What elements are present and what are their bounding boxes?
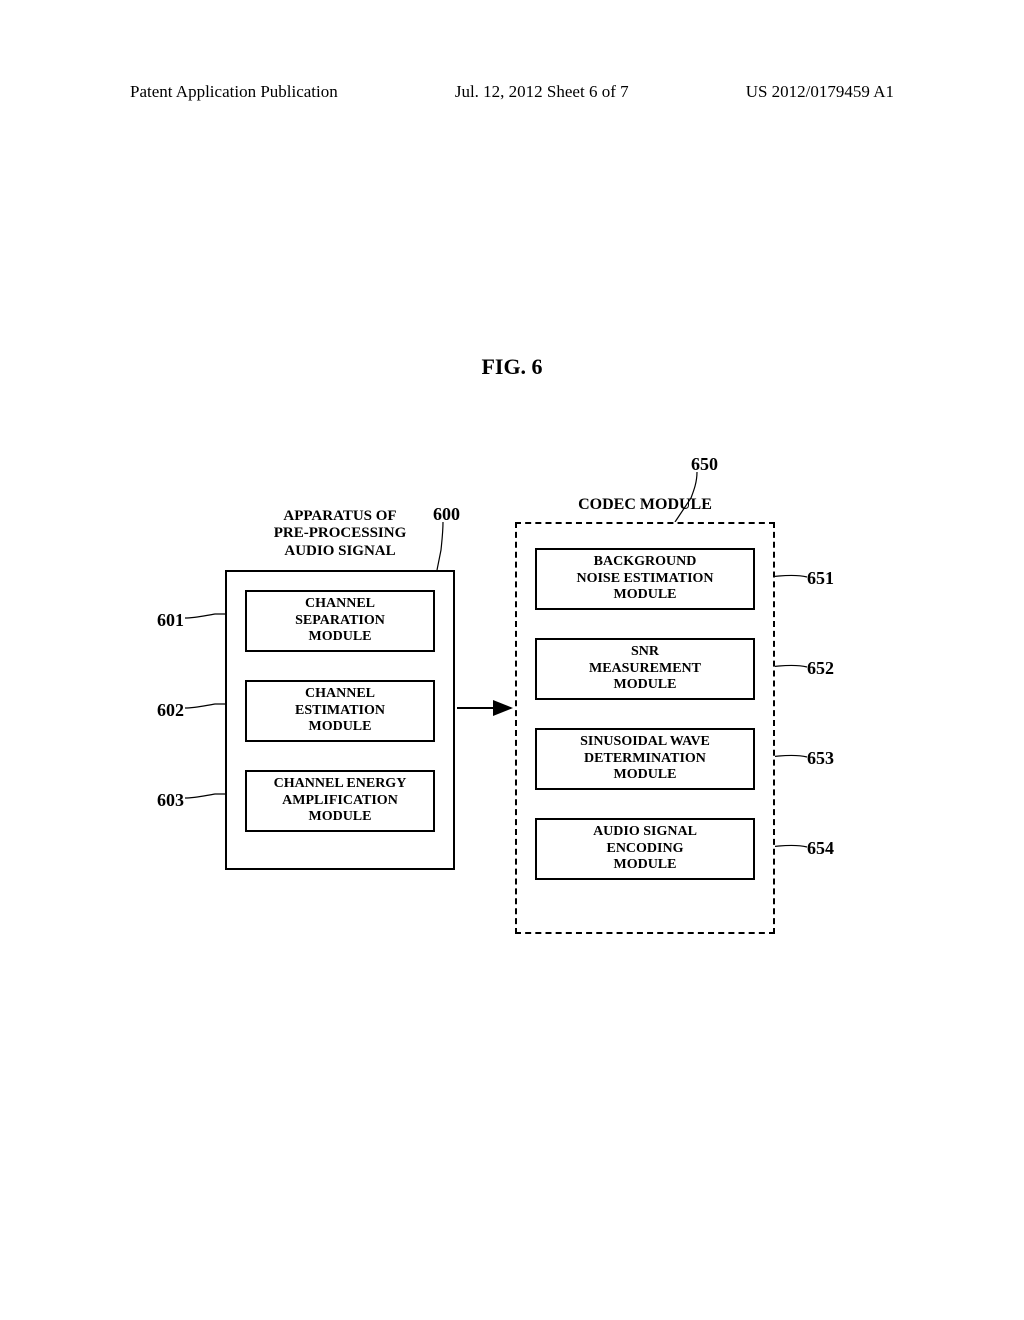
ref-653: 653 [807, 748, 834, 769]
ref-600: 600 [433, 504, 460, 525]
ref-650: 650 [691, 454, 718, 475]
module-snr-measurement: SNRMEASUREMENTMODULE [535, 638, 755, 700]
codec-title: CODEC MODULE [545, 496, 745, 514]
ref-601: 601 [157, 610, 184, 631]
header-left: Patent Application Publication [130, 82, 338, 102]
module-channel-energy-amplification: CHANNEL ENERGYAMPLIFICATIONMODULE [245, 770, 435, 832]
ref-651: 651 [807, 568, 834, 589]
module-background-noise-estimation: BACKGROUNDNOISE ESTIMATIONMODULE [535, 548, 755, 610]
apparatus-title: APPARATUS OFPRE-PROCESSINGAUDIO SIGNAL [240, 508, 440, 560]
ref-652: 652 [807, 658, 834, 679]
ref-654: 654 [807, 838, 834, 859]
module-sinusoidal-wave-determination: SINUSOIDAL WAVEDETERMINATIONMODULE [535, 728, 755, 790]
page-header: Patent Application Publication Jul. 12, … [0, 82, 1024, 102]
header-right: US 2012/0179459 A1 [746, 82, 894, 102]
figure-diagram: APPARATUS OFPRE-PROCESSINGAUDIO SIGNAL C… [175, 440, 875, 940]
module-audio-signal-encoding: AUDIO SIGNALENCODINGMODULE [535, 818, 755, 880]
header-center: Jul. 12, 2012 Sheet 6 of 7 [455, 82, 629, 102]
ref-602: 602 [157, 700, 184, 721]
module-channel-estimation: CHANNELESTIMATIONMODULE [245, 680, 435, 742]
ref-603: 603 [157, 790, 184, 811]
figure-label: FIG. 6 [0, 354, 1024, 380]
module-channel-separation: CHANNELSEPARATIONMODULE [245, 590, 435, 652]
